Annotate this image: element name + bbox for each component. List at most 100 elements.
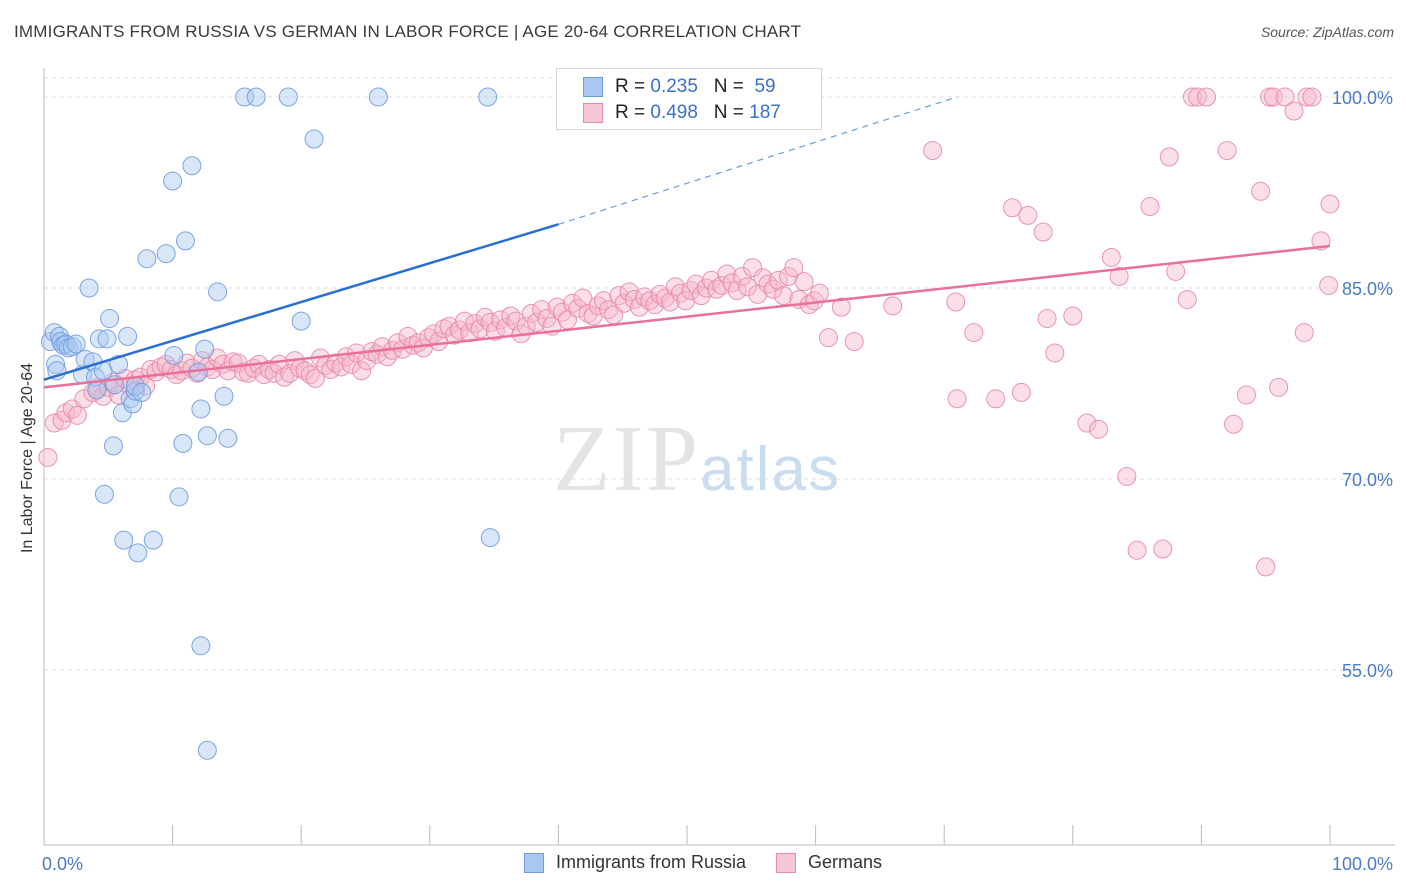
russia-point	[218, 428, 238, 448]
russia-trend-extension	[558, 96, 958, 225]
germans-point	[1217, 140, 1237, 160]
germans-point	[305, 368, 325, 388]
y-tick-label: 100.0%	[1332, 88, 1393, 108]
germans-point	[1302, 87, 1322, 107]
germans-point	[1297, 87, 1317, 107]
germans-point	[1182, 87, 1202, 107]
germans-point	[1002, 198, 1022, 218]
germans-point	[563, 293, 583, 313]
legend-n-value: 59	[754, 76, 776, 97]
legend-row-russia: R = 0.235 N = 59	[583, 75, 776, 99]
russia-point	[125, 381, 145, 401]
germans-point	[264, 363, 284, 383]
germans-point	[341, 354, 361, 374]
germans-point	[501, 306, 521, 326]
germans-point	[784, 258, 804, 278]
germans-point	[1089, 419, 1109, 439]
russia-point	[87, 380, 107, 400]
russia-point	[137, 249, 157, 269]
germans-point	[1275, 87, 1295, 107]
germans-point	[506, 311, 526, 331]
legend-swatch-blue	[583, 77, 603, 97]
germans-point	[465, 314, 485, 334]
legend-label-germans: Germans	[808, 852, 883, 872]
legend-swatch-blue	[523, 852, 544, 873]
germans-point	[38, 447, 58, 467]
germans-point	[779, 267, 799, 287]
germans-point	[809, 283, 829, 303]
russia-point	[100, 309, 120, 329]
russia-point	[66, 334, 86, 354]
watermark-zip: ZIP	[553, 407, 700, 511]
legend-swatch-pink	[583, 103, 603, 123]
russia-point	[291, 311, 311, 331]
axes	[43, 68, 1395, 846]
russia-point	[191, 636, 211, 656]
germans-point	[547, 297, 567, 317]
germans-point	[650, 284, 670, 304]
germans-point	[1117, 466, 1137, 486]
russia-point	[246, 87, 266, 107]
germans-point	[352, 361, 372, 381]
russia-point	[163, 171, 183, 191]
russia-point	[197, 740, 217, 760]
russia-point	[118, 326, 138, 346]
tick-labels: 100.0% 85.0% 70.0% 55.0% 0.0% 100.0%	[42, 88, 1393, 874]
russia-point	[480, 528, 500, 548]
germans-point	[573, 288, 593, 308]
russia-point	[368, 87, 388, 107]
germans-point	[398, 326, 418, 346]
germans-point	[923, 140, 943, 160]
russia-point	[214, 386, 234, 406]
watermark: ZIPatlas	[553, 405, 841, 513]
germans-point	[1294, 323, 1314, 343]
russia-point	[235, 87, 255, 107]
germans-point	[259, 359, 279, 379]
germans-point	[717, 264, 737, 284]
germans-point	[645, 295, 665, 315]
russia-point	[89, 329, 109, 349]
russia-point	[304, 129, 324, 149]
russia-point	[195, 339, 215, 359]
germans-point	[527, 312, 547, 332]
russia-point	[114, 530, 134, 550]
germans-point	[794, 272, 814, 292]
germans-point	[947, 389, 967, 409]
germans-point	[1063, 306, 1083, 326]
germans-point	[1319, 275, 1339, 295]
legend-n-label: N =	[713, 76, 744, 97]
germans-point	[1127, 540, 1147, 560]
germans-point	[1159, 147, 1179, 167]
germans-point	[665, 277, 685, 297]
legend-r-label: R =	[615, 102, 646, 123]
germans-point	[1140, 197, 1160, 217]
russia-point	[128, 543, 148, 563]
germans-point	[681, 281, 701, 301]
germans-point	[758, 274, 778, 294]
russia-point	[46, 354, 66, 374]
germans-point	[1320, 194, 1340, 214]
y-tick-label: 70.0%	[1342, 470, 1393, 490]
germans-point	[640, 291, 660, 311]
russia-point	[132, 382, 152, 402]
germans-point	[614, 293, 634, 313]
germans-point	[419, 328, 439, 348]
germans-point	[444, 325, 464, 345]
russia-trend-line	[43, 223, 559, 381]
russia-point	[182, 156, 202, 176]
germans-point	[1256, 557, 1276, 577]
russia-point	[97, 329, 117, 349]
germans-point	[743, 258, 763, 278]
russia-point	[109, 354, 129, 374]
germans-point	[737, 277, 757, 297]
germans-point	[676, 291, 696, 311]
russia-point	[197, 426, 217, 446]
germans-point	[1018, 205, 1038, 225]
legend-r-label: R =	[615, 76, 646, 97]
germans-point	[1224, 414, 1244, 434]
germans-point	[686, 274, 706, 294]
russia-point	[103, 436, 123, 456]
legend-label-russia: Immigrants from Russia	[555, 852, 746, 872]
russia-point	[278, 87, 298, 107]
germans-point	[593, 291, 613, 311]
